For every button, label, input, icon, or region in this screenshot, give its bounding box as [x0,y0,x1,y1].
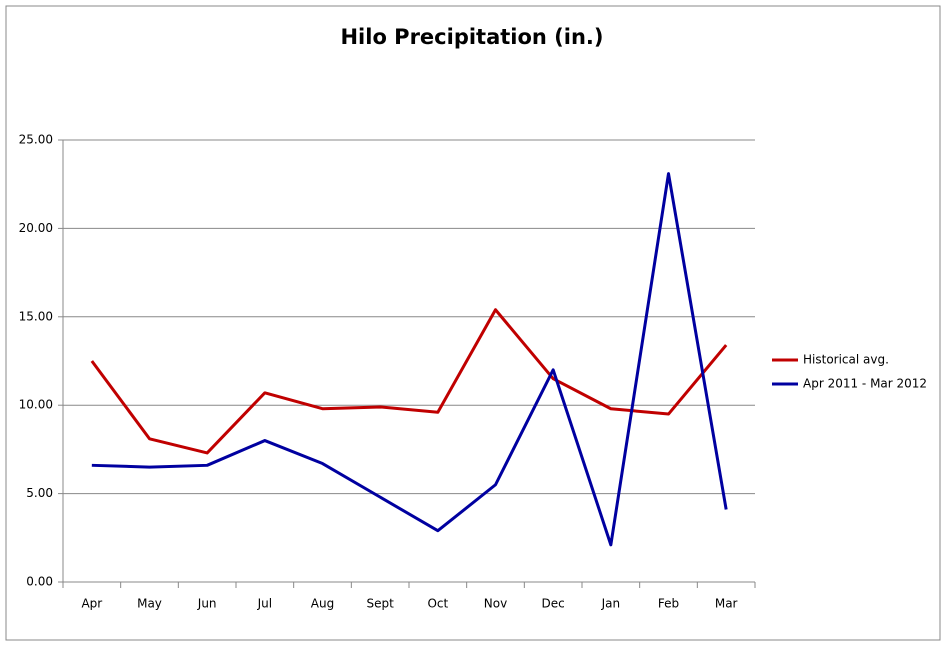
chart-border [5,5,941,641]
chart-title: Hilo Precipitation (in.) [340,25,603,49]
x-tick-label: Apr [81,597,102,611]
legend-label: Historical avg. [803,353,889,367]
x-tick-label: Aug [311,597,334,611]
x-tick-label: Dec [542,597,565,611]
x-tick-label: Jul [257,597,272,611]
y-tick-label: 5.00 [26,486,53,500]
series-line [90,308,728,455]
y-tick-label: 15.00 [19,309,53,323]
y-tick-label: 10.00 [19,398,53,412]
x-tick-label: Sept [367,597,395,611]
x-tick-label: Jun [197,597,217,611]
series-line [91,172,728,547]
legend-label: Apr 2011 - Mar 2012 [803,377,927,391]
y-tick-label: 25.00 [19,133,53,147]
x-tick-label: Nov [484,597,507,611]
y-tick-label: 0.00 [26,575,53,589]
x-tick-label: Jan [601,597,621,611]
x-tick-label: Oct [427,597,448,611]
x-tick-label: May [137,597,162,611]
x-tick-label: Mar [715,597,738,611]
x-tick-label: Feb [658,597,679,611]
y-tick-label: 20.00 [19,221,53,235]
